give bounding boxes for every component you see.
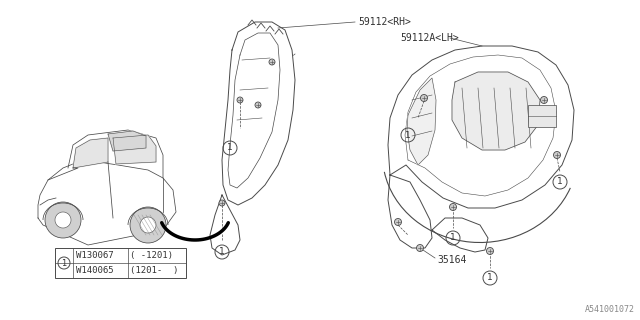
Text: 1: 1 <box>557 178 563 187</box>
Text: 1: 1 <box>450 234 456 243</box>
Polygon shape <box>108 131 146 151</box>
Text: 1: 1 <box>405 131 411 140</box>
Text: 59112<RH>: 59112<RH> <box>358 17 411 27</box>
Circle shape <box>140 217 156 233</box>
Circle shape <box>449 204 456 211</box>
Circle shape <box>417 244 424 252</box>
Text: 1: 1 <box>227 143 233 153</box>
Polygon shape <box>452 72 540 150</box>
Bar <box>528 105 556 127</box>
Polygon shape <box>222 22 295 205</box>
Polygon shape <box>73 138 108 168</box>
Polygon shape <box>388 175 432 248</box>
Circle shape <box>237 97 243 103</box>
Circle shape <box>269 59 275 65</box>
Text: 1: 1 <box>487 274 493 283</box>
Text: 59112A<LH>: 59112A<LH> <box>400 33 459 43</box>
Text: A541001072: A541001072 <box>585 305 635 314</box>
Text: (1201-  ): (1201- ) <box>130 266 179 275</box>
Circle shape <box>541 97 547 103</box>
Text: ( -1201): ( -1201) <box>130 251 173 260</box>
Polygon shape <box>38 162 176 245</box>
Text: 35164: 35164 <box>437 255 467 265</box>
Circle shape <box>486 247 493 254</box>
Text: 1: 1 <box>61 259 67 268</box>
Polygon shape <box>407 78 436 165</box>
Text: W140065: W140065 <box>76 266 114 275</box>
Polygon shape <box>68 130 163 178</box>
Text: 1: 1 <box>219 247 225 257</box>
Circle shape <box>55 212 71 228</box>
Circle shape <box>130 207 166 243</box>
Text: W130067: W130067 <box>76 251 114 260</box>
Polygon shape <box>388 46 574 208</box>
Polygon shape <box>432 218 488 252</box>
Circle shape <box>219 200 225 206</box>
Circle shape <box>45 202 81 238</box>
Circle shape <box>255 102 261 108</box>
Circle shape <box>554 151 561 158</box>
Polygon shape <box>210 195 240 255</box>
Circle shape <box>420 94 428 101</box>
Bar <box>55 248 186 278</box>
Polygon shape <box>113 135 156 164</box>
Circle shape <box>394 219 401 226</box>
